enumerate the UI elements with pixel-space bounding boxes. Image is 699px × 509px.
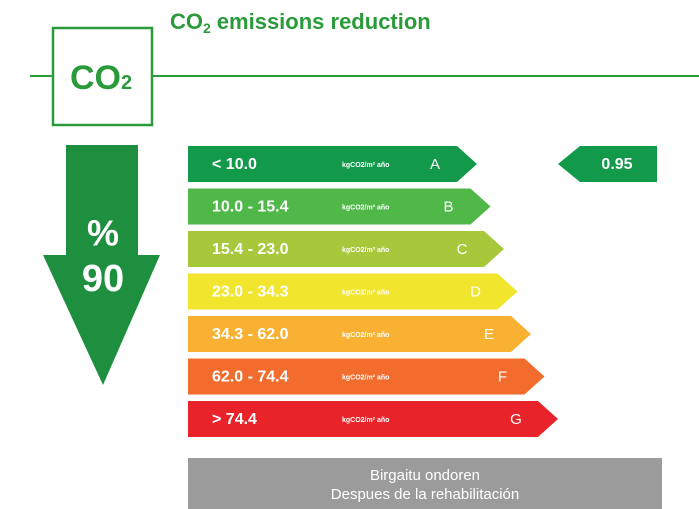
band-unit: kgCO2/m² año [342,247,389,254]
band [188,316,531,352]
band-range: 23.0 - 34.3 [212,284,289,301]
band-letter: G [510,411,522,428]
indicator-value: 0.95 [601,156,632,173]
band-range: 62.0 - 74.4 [212,369,289,386]
band-range: < 10.0 [212,156,257,173]
band [188,188,491,225]
band-letter: A [430,156,440,173]
reduction-value: 90 [82,258,124,300]
title: CO2 emissions reduction [170,9,431,36]
badge-box [51,26,154,127]
band-letter: D [470,283,481,300]
footer-line: Birgaitu ondoren [370,467,480,484]
title-main: CO [170,9,203,34]
band [188,401,558,437]
footer-box [188,458,662,509]
band-unit: kgCO2/m² año [342,204,389,211]
band-letter: E [484,326,494,343]
reduction-arrow [43,145,160,385]
title-subscript: 2 [203,20,211,36]
band-unit: kgCO2/m² año [342,332,389,339]
band-unit: kgCO2/m² año [342,162,389,169]
badge-subscript: 2 [121,72,132,94]
title-rest: emissions reduction [217,9,431,34]
footer-line: Despues de la rehabilitación [331,486,519,503]
band-range: 10.0 - 15.4 [212,199,289,216]
reduction-symbol: % [87,213,119,254]
band-letter: F [498,368,507,385]
band-letter: C [457,241,468,258]
band-unit: kgCO2/m² año [342,289,389,296]
badge-text: CO2 [70,59,132,97]
bands: < 10.0 kgCO2/m² año A 10.0 - 15.4 kgCO2/m² a… [188,146,558,437]
band-unit: kgCO2/m² año [342,374,389,381]
band [188,231,504,267]
indicator-arrow [558,146,657,182]
band-range: > 74.4 [212,411,257,428]
band-range: 15.4 - 23.0 [212,241,289,258]
band [188,146,477,182]
band-range: 34.3 - 62.0 [212,326,289,343]
badge-main: CO [70,59,121,97]
band [188,273,518,310]
band [188,358,545,395]
band-letter: B [443,198,453,215]
band-unit: kgCO2/m² año [342,417,389,424]
